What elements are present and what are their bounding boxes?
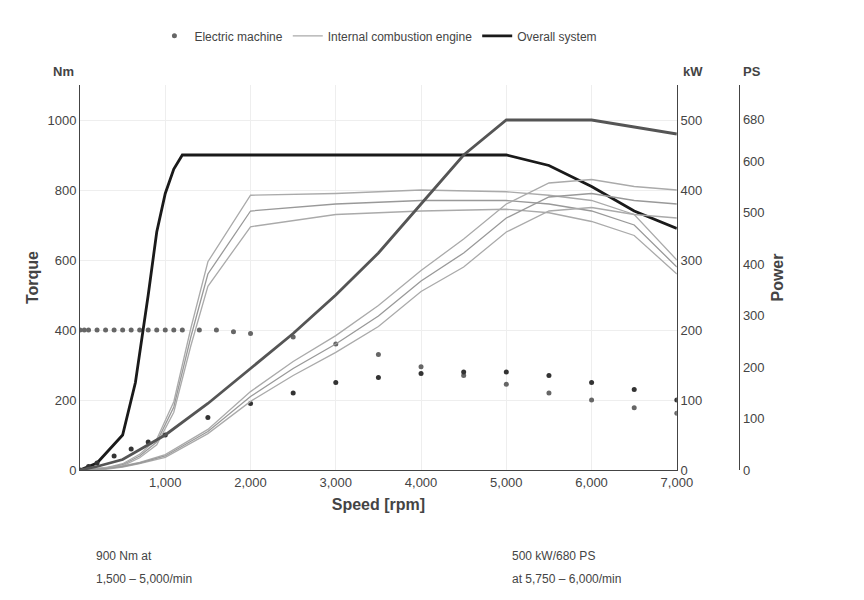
svg-text:1000: 1000 bbox=[47, 113, 76, 128]
svg-text:at 5,750 – 6,000/min: at 5,750 – 6,000/min bbox=[512, 572, 621, 586]
svg-text:Nm: Nm bbox=[53, 64, 74, 79]
svg-text:5,000: 5,000 bbox=[490, 475, 523, 490]
svg-text:kW: kW bbox=[683, 64, 703, 79]
svg-text:400: 400 bbox=[680, 183, 702, 198]
svg-text:PS: PS bbox=[743, 64, 761, 79]
svg-text:500 kW/680 PS: 500 kW/680 PS bbox=[512, 549, 595, 563]
svg-text:400: 400 bbox=[55, 323, 77, 338]
svg-text:500: 500 bbox=[680, 113, 702, 128]
svg-text:0: 0 bbox=[743, 463, 750, 478]
svg-text:2,000: 2,000 bbox=[234, 475, 267, 490]
svg-text:6,000: 6,000 bbox=[575, 475, 608, 490]
svg-text:300: 300 bbox=[743, 308, 765, 323]
svg-text:0: 0 bbox=[69, 463, 76, 478]
svg-text:200: 200 bbox=[55, 393, 77, 408]
svg-text:7,000: 7,000 bbox=[661, 475, 694, 490]
svg-text:600: 600 bbox=[55, 253, 77, 268]
svg-text:3,000: 3,000 bbox=[320, 475, 353, 490]
svg-text:100: 100 bbox=[743, 411, 765, 426]
svg-text:680: 680 bbox=[743, 112, 765, 127]
svg-text:600: 600 bbox=[743, 154, 765, 169]
svg-text:Internal combustion engine: Internal combustion engine bbox=[328, 30, 472, 44]
svg-text:400: 400 bbox=[743, 257, 765, 272]
svg-text:Power: Power bbox=[769, 253, 786, 301]
svg-text:200: 200 bbox=[743, 360, 765, 375]
svg-text:Electric machine: Electric machine bbox=[194, 30, 282, 44]
svg-text:500: 500 bbox=[743, 205, 765, 220]
svg-text:Overall system: Overall system bbox=[517, 30, 596, 44]
svg-text:900 Nm at: 900 Nm at bbox=[96, 549, 152, 563]
svg-text:4,000: 4,000 bbox=[405, 475, 438, 490]
svg-text:200: 200 bbox=[680, 323, 702, 338]
svg-text:100: 100 bbox=[680, 393, 702, 408]
svg-text:Torque: Torque bbox=[24, 251, 41, 304]
svg-text:1,500 – 5,000/min: 1,500 – 5,000/min bbox=[96, 572, 192, 586]
svg-text:800: 800 bbox=[55, 183, 77, 198]
svg-text:0: 0 bbox=[680, 463, 687, 478]
svg-text:300: 300 bbox=[680, 253, 702, 268]
svg-text:Speed [rpm]: Speed [rpm] bbox=[332, 496, 425, 513]
svg-text:1,000: 1,000 bbox=[149, 475, 182, 490]
